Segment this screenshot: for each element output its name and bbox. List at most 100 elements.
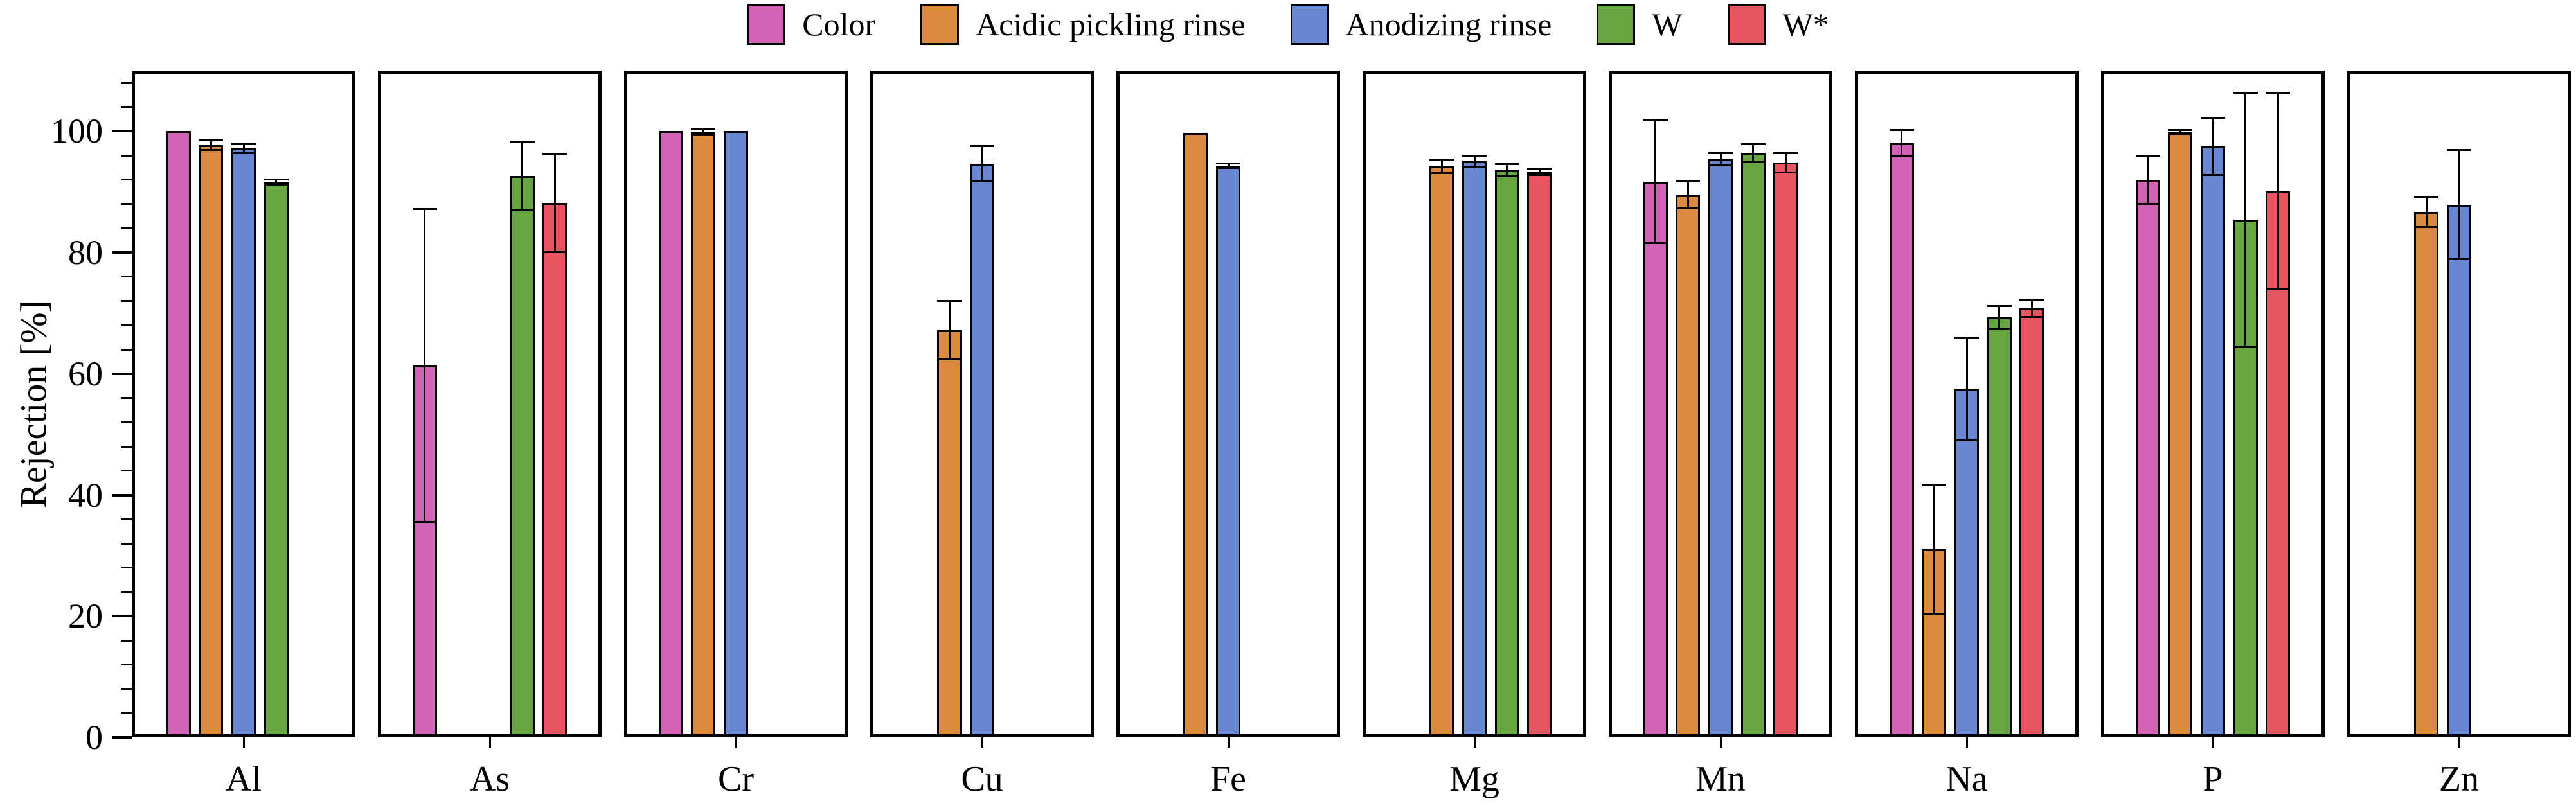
errorbar-line (1538, 168, 1541, 175)
bar-color-Cr (658, 131, 683, 734)
y-tick-label: 40 (68, 475, 103, 515)
y-minor-tick (121, 591, 132, 594)
errorbar-cap-bottom (264, 183, 289, 186)
errorbar-cap-top (1216, 162, 1240, 164)
errorbar-cap-bottom (2233, 345, 2258, 348)
legend: Color Acidic pickling rinse Anodizing rins… (0, 4, 2576, 45)
errorbar-line (1719, 153, 1722, 166)
errorbar-cap-top (1922, 484, 1947, 486)
errorbar-cap-bottom (937, 358, 962, 360)
errorbar-cap-bottom (412, 520, 437, 523)
errorbar-line (948, 301, 951, 360)
bar-acidic-pickling-rinse-Cu (937, 330, 962, 734)
bar-w-Na (1987, 317, 2012, 734)
errorbar-cap-top (2414, 195, 2439, 198)
errorbar-cap-bottom (1462, 165, 1487, 168)
errorbar-line (275, 179, 278, 185)
errorbar-line (981, 146, 983, 182)
errorbar-cap-top (1462, 154, 1487, 157)
y-minor-tick (121, 470, 132, 472)
x-tick (488, 737, 491, 748)
legend-swatch-icon (747, 4, 786, 45)
errorbar-line (2425, 197, 2428, 227)
errorbar-cap-bottom (231, 152, 256, 154)
y-minor-tick (121, 300, 132, 303)
legend-label: W* (1782, 6, 1829, 42)
x-tick (1719, 737, 1722, 748)
errorbar-cap-bottom (2447, 258, 2471, 260)
bar-anodizing-rinse-P (2201, 146, 2225, 734)
errorbar-cap-bottom (1889, 155, 1914, 158)
errorbar-line (1654, 119, 1657, 243)
y-major-tick (112, 736, 132, 739)
errorbar-cap-bottom (1494, 175, 1519, 177)
errorbar-cap-bottom (1773, 172, 1798, 174)
legend-swatch-icon (1727, 4, 1766, 45)
errorbar-cap-top (970, 145, 994, 148)
errorbar-line (1998, 306, 2001, 329)
errorbar-line (2212, 118, 2214, 175)
bar-acidic-pickling-rinse-P (2168, 132, 2193, 734)
x-tick (2212, 737, 2214, 748)
y-minor-tick (121, 421, 132, 423)
bar-anodizing-rinse-Fe (1216, 166, 1240, 734)
errorbar-cap-bottom (199, 149, 224, 152)
x-category-label: Na (1945, 759, 1988, 799)
bar-anodizing-rinse-Na (1954, 389, 1979, 734)
errorbar-line (1784, 153, 1787, 173)
errorbar-cap-bottom (2414, 225, 2439, 228)
errorbar-cap-top (264, 179, 289, 181)
x-tick (1965, 737, 1968, 748)
y-major-tick (112, 251, 132, 254)
bar-color-Al (166, 131, 191, 734)
errorbar-line (702, 129, 704, 135)
bar-anodizing-rinse-Mg (1462, 161, 1487, 734)
y-minor-tick (121, 712, 132, 714)
errorbar-cap-top (231, 142, 256, 145)
errorbar-cap-top (1429, 159, 1454, 161)
bar-w--As (542, 202, 568, 734)
errorbar-line (2458, 150, 2460, 260)
errorbar-line (1506, 164, 1508, 177)
bar-anodizing-rinse-Cu (970, 164, 994, 734)
y-minor-tick (121, 542, 132, 545)
y-minor-tick (121, 664, 132, 666)
errorbar-line (1227, 163, 1230, 168)
errorbar-cap-bottom (1922, 613, 1947, 615)
errorbar-line (2179, 130, 2181, 134)
errorbar-line (1965, 337, 1968, 441)
bar-acidic-pickling-rinse-Al (199, 145, 224, 734)
legend-label: Anodizing rinse (1345, 6, 1552, 42)
y-minor-tick (121, 276, 132, 278)
bar-anodizing-rinse-Al (231, 148, 256, 734)
bar-w--Na (2019, 308, 2044, 734)
bar-anodizing-rinse-Cr (724, 131, 748, 734)
y-minor-tick (121, 82, 132, 84)
y-minor-tick (121, 324, 132, 326)
errorbar-cap-bottom (2168, 132, 2193, 135)
x-category-label: Zn (2438, 759, 2480, 799)
bar-anodizing-rinse-Zn (2447, 204, 2471, 734)
errorbar-cap-bottom (1708, 164, 1733, 166)
bar-w-Mg (1494, 170, 1519, 734)
errorbar-cap-bottom (2266, 288, 2291, 291)
x-tick (981, 737, 983, 748)
y-minor-tick (121, 518, 132, 520)
bar-w-Al (264, 182, 289, 734)
errorbar-line (1901, 130, 1903, 157)
x-category-label: P (2203, 759, 2223, 799)
y-minor-tick (121, 154, 132, 157)
errorbar-cap-bottom (1429, 172, 1454, 174)
y-minor-tick (121, 348, 132, 351)
y-major-tick (112, 493, 132, 497)
errorbar-cap-top (412, 207, 437, 210)
errorbar-cap-bottom (1527, 173, 1552, 176)
errorbar-cap-bottom (1954, 439, 1979, 442)
errorbar-line (553, 154, 556, 252)
errorbar-line (1473, 155, 1476, 167)
errorbar-line (521, 142, 524, 211)
x-tick (2458, 737, 2460, 748)
bar-w-Mn (1740, 153, 1766, 734)
x-category-label: As (469, 759, 510, 799)
errorbar-cap-top (2168, 128, 2193, 131)
